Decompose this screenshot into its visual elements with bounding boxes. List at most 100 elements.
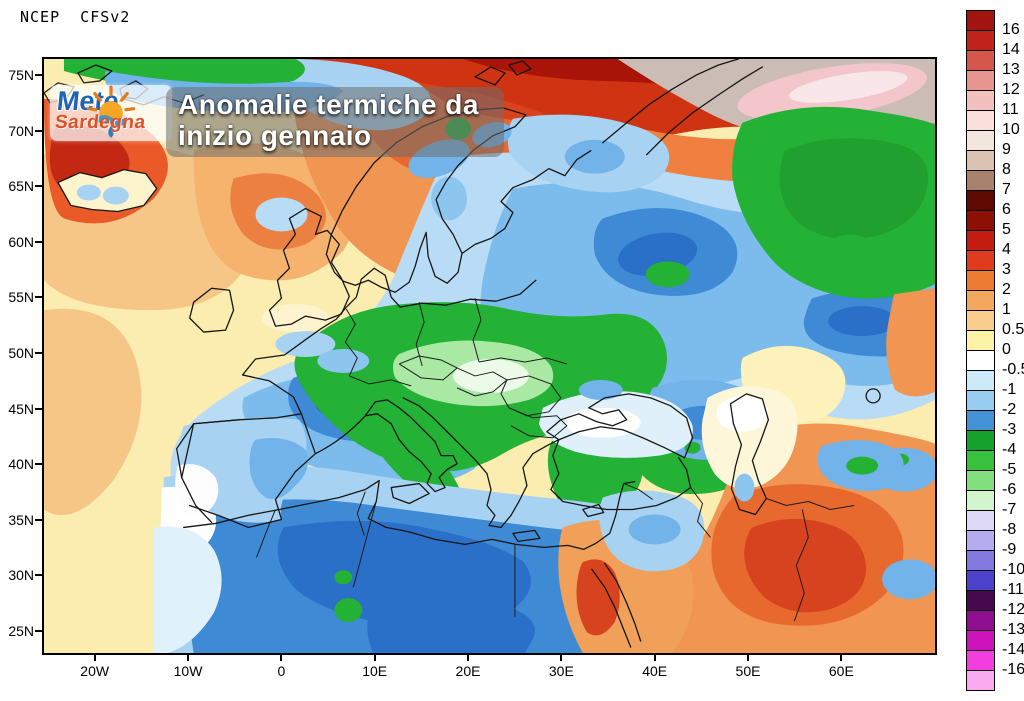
colorbar-segment: [966, 330, 995, 351]
title-banner: Anomalie termiche da inizio gennaio: [166, 87, 504, 157]
lon-label: 40E: [642, 663, 668, 679]
colorbar-label: 6: [1002, 201, 1011, 218]
colorbar-label: -8: [1002, 521, 1017, 538]
colorbar-label: -3: [1002, 421, 1017, 438]
colorbar-segment: [966, 230, 995, 251]
lon-tick-mark: [93, 655, 96, 661]
colorbar-segment: [966, 450, 995, 471]
model-label: NCEP CFSv2: [20, 8, 131, 26]
map-frame: Mete Sardegna Anomalie termiche da inizi…: [42, 57, 937, 655]
lat-tick-mark: [35, 185, 42, 188]
colorbar-segment: [966, 630, 995, 651]
lat-label: 60N: [8, 233, 34, 250]
lon-tick-mark: [280, 655, 283, 661]
lon-label: 50E: [735, 663, 761, 679]
lat-label: 55N: [8, 289, 34, 306]
colorbar-label: -6: [1002, 481, 1017, 498]
colorbar-segment: [966, 210, 995, 231]
colorbar-label: -14: [1002, 641, 1024, 658]
lon-label: 20E: [455, 663, 481, 679]
meteo-sardegna-logo: Mete Sardegna: [50, 85, 172, 141]
colorbar-label: 14: [1002, 41, 1020, 58]
lon-label: 10W: [173, 663, 203, 679]
lat-tick-mark: [35, 352, 42, 354]
colorbar-segment: [966, 30, 995, 51]
sun-icon: [86, 85, 136, 138]
colorbar-segment: [966, 410, 995, 431]
title-line-1: Anomalie termiche da: [178, 89, 479, 120]
lat-tick-mark: [35, 129, 42, 132]
colorbar-label: 12: [1002, 81, 1020, 98]
colorbar-label: 16: [1002, 21, 1020, 38]
colorbar-label: -4: [1002, 441, 1017, 458]
colorbar-label: -10: [1002, 561, 1024, 578]
colorbar-segment: [966, 430, 995, 451]
coastlines: [44, 59, 881, 648]
colorbar-segment: [966, 290, 995, 311]
colorbar-label: 7: [1002, 181, 1011, 198]
lon-label: 20W: [80, 663, 110, 679]
colorbar-segment: [966, 70, 995, 91]
colorbar-label: 13: [1002, 61, 1020, 78]
colorbar-segment: [966, 130, 995, 151]
colorbar-label: 0: [1002, 341, 1011, 358]
lat-label: 70N: [8, 122, 34, 139]
colorbar-label: 10: [1002, 121, 1020, 138]
colorbar-label: -5: [1002, 461, 1017, 478]
lat-label: 75N: [8, 67, 34, 83]
colorbar-label: -12: [1002, 601, 1024, 618]
lat-label: 45N: [8, 400, 34, 417]
colorbar-segment: [966, 370, 995, 391]
lat-label: 50N: [8, 345, 34, 361]
colorbar-label: -9: [1002, 541, 1017, 558]
colorbar-label: 9: [1002, 141, 1011, 158]
lon-label: 30E: [548, 663, 574, 679]
colorbar-segment: [966, 590, 995, 611]
colorbar-segment: [966, 390, 995, 411]
colorbar-segment: [966, 670, 995, 691]
colorbar-segment: [966, 570, 995, 591]
colorbar-label: 8: [1002, 161, 1011, 178]
colorbar-segment: [966, 250, 995, 271]
colorbar-label: 2: [1002, 281, 1011, 298]
lat-tick-mark: [35, 518, 42, 521]
colorbar-segment: [966, 270, 995, 291]
colorbar-segment: [966, 490, 995, 511]
colorbar-segment: [966, 350, 995, 371]
colorbar-segment: [966, 110, 995, 131]
lon-tick-mark: [747, 655, 749, 661]
lat-tick-mark: [35, 296, 42, 299]
lat-label: 30N: [8, 567, 34, 584]
title-line-2: inizio gennaio: [178, 120, 372, 151]
logo-text-sardegna: Sardegna: [53, 112, 147, 133]
colorbar-segment: [966, 470, 995, 491]
lat-tick-mark: [35, 630, 42, 632]
colorbar-label: 0.5: [1002, 321, 1024, 338]
colorbar-segment: [966, 50, 995, 71]
colorbar-segment: [966, 190, 995, 211]
lat-label: 65N: [8, 178, 34, 195]
colorbar-label: 1: [1002, 301, 1011, 318]
colorbar-segment: [966, 510, 995, 531]
lon-label: 0: [277, 663, 286, 679]
lat-label: 40N: [8, 456, 34, 473]
lat-tick-mark: [35, 240, 42, 243]
colorbar-segment: [966, 150, 995, 171]
colorbar-label: -1: [1002, 381, 1017, 398]
lat-label: 25N: [8, 623, 34, 639]
lat-tick-mark: [35, 407, 42, 410]
lon-tick-mark: [560, 655, 563, 661]
lat-tick-mark: [35, 463, 42, 466]
colorbar-label: -16: [1002, 661, 1024, 678]
colorbar-segment: [966, 610, 995, 631]
colorbar-label: -13: [1002, 621, 1024, 638]
colorbar-label: 4: [1002, 241, 1011, 258]
lon-label: 60E: [828, 663, 854, 679]
colorbar-label: -0.5: [1002, 361, 1024, 378]
lat-tick-mark: [35, 574, 42, 577]
lon-tick-mark: [653, 655, 656, 661]
colorbar-label: -11: [1002, 581, 1024, 598]
colorbar-label: -2: [1002, 401, 1017, 418]
lon-tick-mark: [187, 655, 190, 661]
